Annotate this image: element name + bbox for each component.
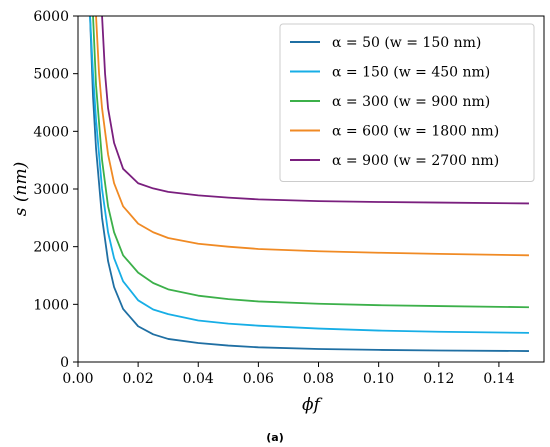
- legend-label-2: α = 300 (w = 900 nm): [332, 94, 490, 110]
- legend-box: [279, 23, 535, 182]
- series-layer: [89, 16, 529, 352]
- legend: α = 50 (w = 150 nm) α = 150 (w = 450 nm) α…: [279, 23, 535, 182]
- y-tick-label: 3000: [33, 182, 69, 198]
- y-tick-label: 6000: [33, 9, 69, 25]
- x-tick-label: 0.08: [303, 371, 334, 387]
- x-axis-label: ϕf: [302, 395, 323, 415]
- legend-label-1: α = 150 (w = 450 nm): [332, 65, 490, 81]
- figure-caption: (a): [266, 431, 283, 444]
- series-line-3: [95, 16, 529, 257]
- series-line-1: [89, 16, 529, 334]
- x-tick-label: 0.06: [243, 371, 274, 387]
- x-tick-label: 0.02: [123, 371, 154, 387]
- y-tick-label: 1000: [33, 297, 69, 313]
- legend-label-4: α = 900 (w = 2700 nm): [332, 153, 499, 169]
- x-tick-label: 0.04: [183, 371, 214, 387]
- x-tick-label: 0.14: [483, 371, 514, 387]
- series-line-4: [101, 16, 529, 205]
- x-tick-label: 0.00: [62, 371, 93, 387]
- x-tick-label: 0.10: [363, 371, 394, 387]
- legend-label-3: α = 600 (w = 1800 nm): [332, 124, 499, 140]
- y-axis-label: s (nm): [11, 162, 31, 216]
- series-line-2: [92, 16, 529, 309]
- ticks-layer: 0.00 0.02 0.04 0.06 0.08 0.10 0.12 0.14 0 1000 200…: [33, 9, 514, 387]
- y-tick-label: 5000: [33, 67, 69, 83]
- x-tick-label: 0.12: [423, 371, 454, 387]
- y-tick-label: 4000: [33, 124, 69, 140]
- y-tick-label: 0: [60, 355, 69, 371]
- series-line-0: [89, 16, 529, 352]
- legend-label-0: α = 50 (w = 150 nm): [332, 35, 481, 51]
- y-tick-label: 2000: [33, 240, 69, 256]
- plot-area: 0.00 0.02 0.04 0.06 0.08 0.10 0.12 0.14 0 1000 200…: [33, 9, 545, 387]
